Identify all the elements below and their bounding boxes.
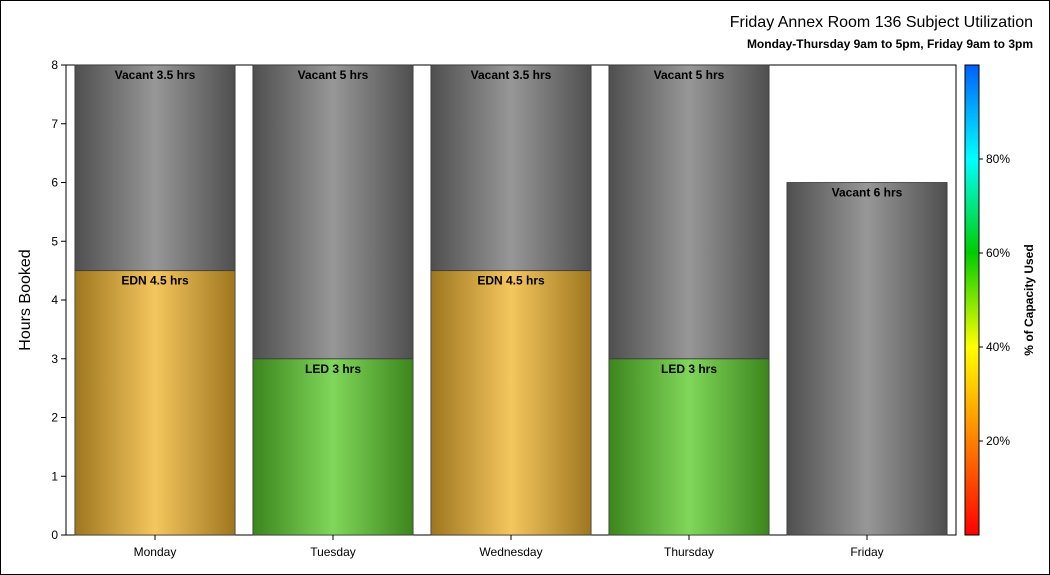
bar-data-label: EDN 4.5 hrs <box>121 274 189 288</box>
y-tick-label: 4 <box>51 293 58 307</box>
bar-data-label: Vacant 5 hrs <box>654 68 725 82</box>
bar-data-label: Vacant 3.5 hrs <box>115 68 196 82</box>
x-tick-label: Tuesday <box>310 545 356 559</box>
bar-data-label: Vacant 3.5 hrs <box>471 68 552 82</box>
bar-data-label: Vacant 5 hrs <box>298 68 369 82</box>
y-axis: 0 1 2 3 4 5 6 7 8 <box>51 58 66 542</box>
chart-subtitle: Monday-Thursday 9am to 5pm, Friday 9am t… <box>746 37 1033 51</box>
bar-segment-led <box>608 358 770 536</box>
y-tick-label: 2 <box>51 411 58 425</box>
bar-data-label: LED 3 hrs <box>305 362 361 376</box>
colorbar-legend: 20% 40% 60% 80% % of Capacity Used <box>964 64 1036 536</box>
x-tick-label: Monday <box>134 545 177 559</box>
colorbar-tick-label: 60% <box>986 246 1010 260</box>
bar-segment-edn <box>430 270 592 536</box>
x-tick-label: Friday <box>850 545 883 559</box>
bar-segment-vacant <box>252 64 414 360</box>
bar-data-label: EDN 4.5 hrs <box>477 274 545 288</box>
bar-data-label: LED 3 hrs <box>661 362 717 376</box>
colorbar-scale <box>964 64 980 536</box>
bar-segment-vacant <box>430 64 592 272</box>
bar-segment-edn <box>74 270 236 536</box>
colorbar-tick-label: 80% <box>986 152 1010 166</box>
x-tick-label: Thursday <box>664 545 714 559</box>
y-tick-label: 7 <box>51 117 58 131</box>
bars-group: EDN 4.5 hrs Vacant 3.5 hrs LED 3 hrs Vacant… <box>74 64 948 536</box>
y-tick-label: 3 <box>51 352 58 366</box>
bar-segment-vacant <box>74 64 236 272</box>
y-tick-label: 0 <box>51 528 58 542</box>
chart-title: Friday Annex Room 136 Subject Utilizatio… <box>729 14 1033 31</box>
bar-data-label: Vacant 6 hrs <box>832 186 903 200</box>
y-tick-label: 8 <box>51 58 58 72</box>
colorbar-tick-label: 20% <box>986 434 1010 448</box>
y-axis-title: Hours Booked <box>17 249 34 350</box>
x-tick-label: Wednesday <box>479 545 542 559</box>
y-tick-label: 5 <box>51 234 58 248</box>
bar-segment-led <box>252 358 414 536</box>
colorbar-tick-label: 40% <box>986 340 1010 354</box>
y-tick-label: 1 <box>51 469 58 483</box>
bar-segment-vacant <box>608 64 770 360</box>
x-axis: Monday Tuesday Wednesday Thursday Friday <box>134 535 884 559</box>
colorbar-title: % of Capacity Used <box>1022 244 1036 355</box>
y-tick-label: 6 <box>51 176 58 190</box>
bar-segment-vacant <box>786 182 948 536</box>
